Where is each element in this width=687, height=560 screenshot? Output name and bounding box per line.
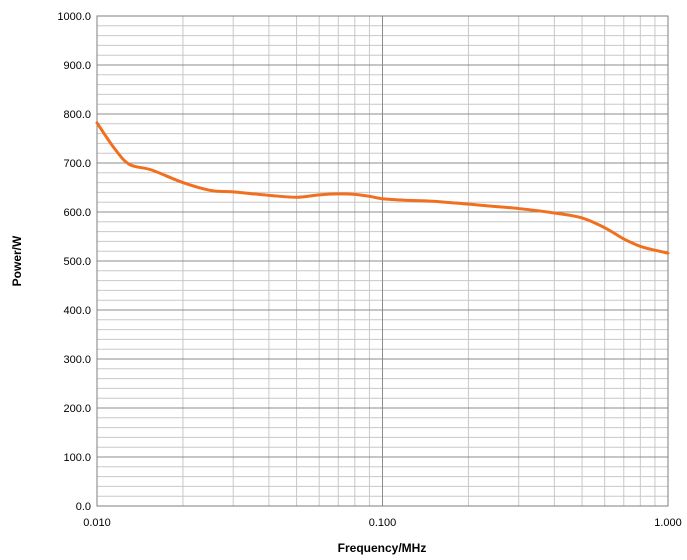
series-layer <box>95 121 670 255</box>
y-tick-label: 400.0 <box>63 305 91 317</box>
x-tick-label: 0.010 <box>83 517 111 529</box>
y-axis-tick-labels: 0.0 100.0 200.0 300.0 400.0 500.0 600.0 700.0 80… <box>57 11 91 513</box>
y-tick-label: 500.0 <box>63 256 91 268</box>
y-tick-label: 0.0 <box>76 501 91 513</box>
y-tick-label: 600.0 <box>63 207 91 219</box>
x-tick-label: 1.000 <box>654 517 682 529</box>
x-tick-label: 0.100 <box>369 517 397 529</box>
series-line-0 <box>95 121 670 255</box>
y-tick-label: 200.0 <box>63 403 91 415</box>
plot-border <box>96 15 669 507</box>
y-tick-label: 300.0 <box>63 354 91 366</box>
y-tick-label: 100.0 <box>63 452 91 464</box>
y-tick-label: 700.0 <box>63 158 91 170</box>
y-tick-label: 900.0 <box>63 60 91 72</box>
y-tick-label: 1000.0 <box>57 11 91 23</box>
y-tick-label: 800.0 <box>63 109 91 121</box>
y-axis-label: Power/W <box>10 235 24 286</box>
x-axis-label: Frequency/MHz <box>338 541 427 555</box>
x-axis-tick-labels: 0.010 0.100 1.000 <box>83 517 682 529</box>
